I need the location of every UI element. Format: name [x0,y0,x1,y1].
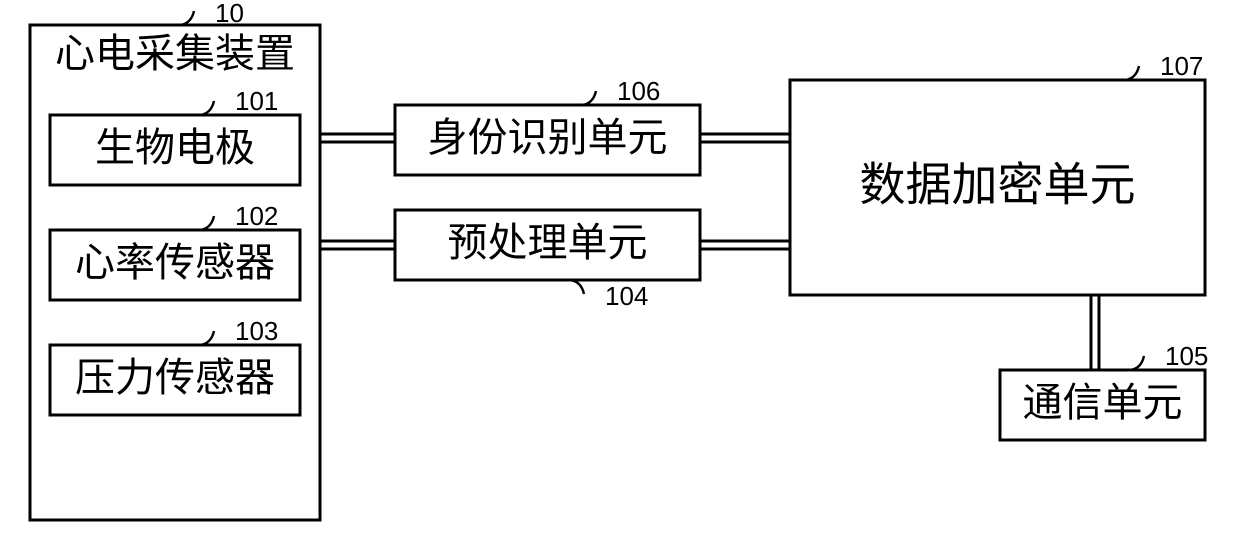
n103-tag-hook [200,331,214,345]
n102-label: 心率传感器 [75,240,275,285]
n105-tag: 105 [1165,341,1208,371]
n107-label: 数据加密单元 [860,159,1136,210]
n101-tag: 101 [235,86,278,116]
container-tag: 10 [215,0,244,28]
n101-tag-hook [200,101,214,115]
n105-label: 通信单元 [1023,380,1183,425]
container-tag-hook [180,11,194,25]
n107-tag: 107 [1160,51,1203,81]
n104-tag-hook [570,280,584,294]
n106-tag-hook [582,91,596,105]
n103-tag: 103 [235,316,278,346]
n104-tag: 104 [605,281,648,311]
container-title: 心电采集装置 [55,31,295,76]
n101-label: 生物电极 [95,125,255,170]
n105-tag-hook [1130,356,1144,370]
n106-tag: 106 [617,76,660,106]
n107-tag-hook [1125,66,1139,80]
n104-label: 预处理单元 [448,220,648,265]
n102-tag: 102 [235,201,278,231]
n102-tag-hook [200,216,214,230]
n106-label: 身份识别单元 [428,115,668,160]
n103-label: 压力传感器 [75,355,275,400]
